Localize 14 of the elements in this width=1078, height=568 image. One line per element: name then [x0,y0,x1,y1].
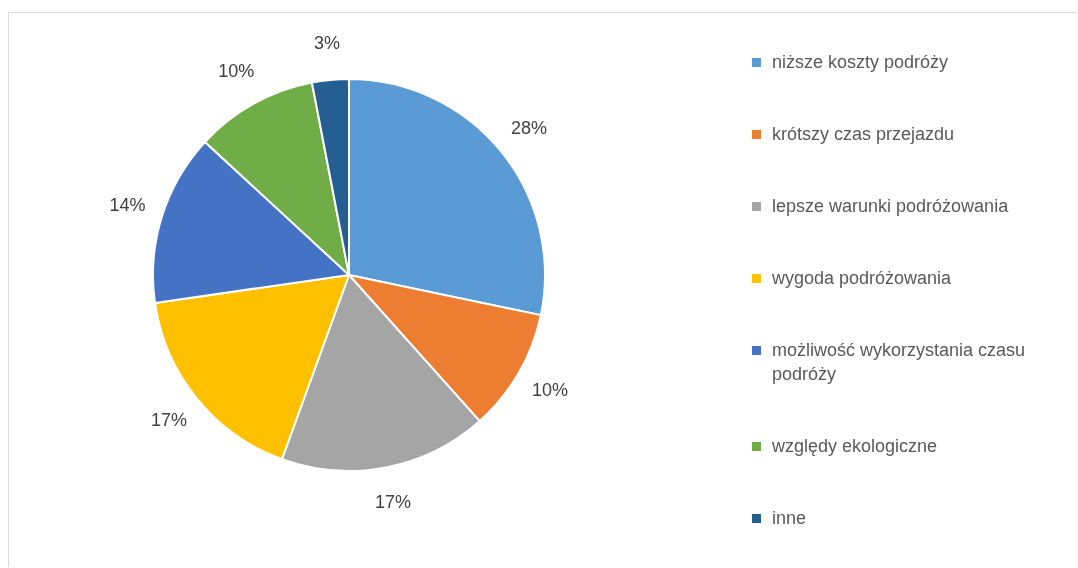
legend-label: lepsze warunki podróżowania [772,196,1009,216]
legend-label: możliwość wykorzystania czasu podróży [772,340,1026,384]
data-label: 14% [109,195,146,216]
data-label: 17% [374,491,411,512]
data-label: 3% [313,33,340,54]
data-label: 28% [511,117,548,138]
legend-label: krótszy czas przejazdu [772,124,955,144]
legend-label: względy ekologiczne [772,436,938,456]
legend-label: inne [772,508,807,528]
data-label: 17% [150,410,187,431]
legend-label: niższe koszty podróży [772,52,949,72]
data-label: 10% [218,61,255,82]
legend-label: wygoda podróżowania [772,268,952,288]
data-label: 10% [531,379,568,400]
